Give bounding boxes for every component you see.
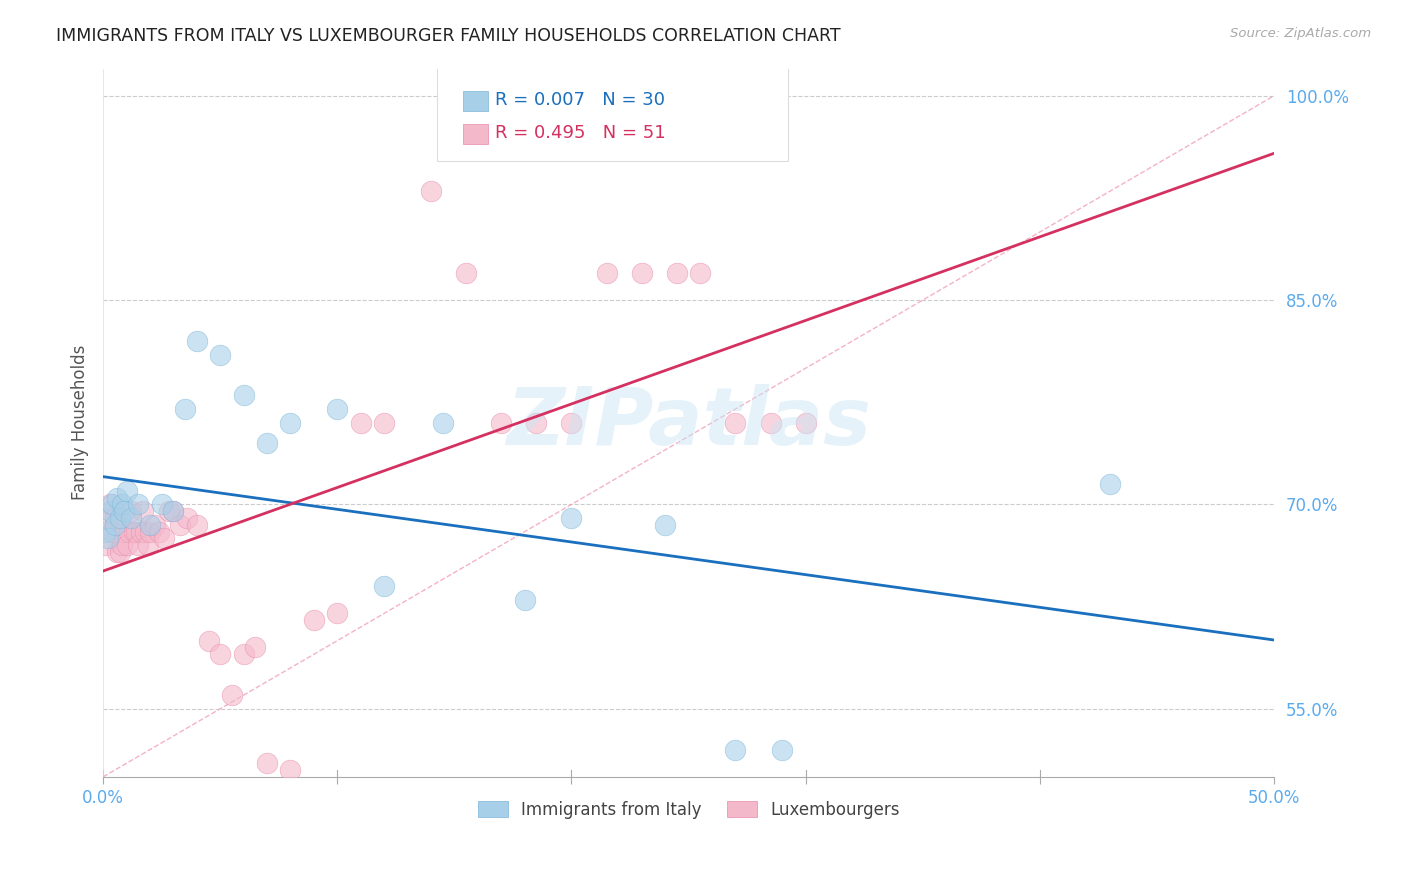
Point bbox=[794, 416, 817, 430]
Point bbox=[560, 511, 582, 525]
Point bbox=[174, 402, 197, 417]
Point bbox=[197, 633, 219, 648]
Point bbox=[127, 497, 149, 511]
Y-axis label: Family Households: Family Households bbox=[72, 345, 89, 500]
Point bbox=[513, 592, 536, 607]
Point bbox=[162, 504, 184, 518]
Point bbox=[186, 517, 208, 532]
Point bbox=[98, 504, 121, 518]
Point bbox=[432, 416, 454, 430]
Point bbox=[524, 416, 547, 430]
Point bbox=[101, 524, 124, 539]
Point bbox=[101, 497, 124, 511]
Point bbox=[232, 388, 254, 402]
Point bbox=[280, 763, 302, 777]
Point bbox=[104, 517, 127, 532]
Point bbox=[1099, 477, 1122, 491]
Point bbox=[209, 647, 232, 661]
Point bbox=[209, 348, 232, 362]
Point bbox=[148, 524, 170, 539]
Legend: Immigrants from Italy, Luxembourgers: Immigrants from Italy, Luxembourgers bbox=[471, 794, 905, 825]
Point bbox=[112, 524, 135, 539]
FancyBboxPatch shape bbox=[463, 91, 488, 111]
Point bbox=[97, 532, 120, 546]
Point bbox=[139, 524, 162, 539]
Point bbox=[665, 266, 688, 280]
Point bbox=[129, 524, 152, 539]
Point bbox=[157, 504, 180, 518]
Point bbox=[176, 511, 198, 525]
Point bbox=[105, 545, 128, 559]
Point bbox=[94, 524, 117, 539]
Point bbox=[759, 416, 782, 430]
Point bbox=[125, 524, 148, 539]
Point bbox=[724, 742, 747, 756]
Point bbox=[232, 647, 254, 661]
Point bbox=[162, 504, 184, 518]
Text: IMMIGRANTS FROM ITALY VS LUXEMBOURGER FAMILY HOUSEHOLDS CORRELATION CHART: IMMIGRANTS FROM ITALY VS LUXEMBOURGER FA… bbox=[56, 27, 841, 45]
Point bbox=[105, 491, 128, 505]
Point bbox=[373, 416, 395, 430]
Point bbox=[143, 517, 166, 532]
Point bbox=[108, 511, 131, 525]
Point bbox=[112, 504, 135, 518]
FancyBboxPatch shape bbox=[437, 65, 789, 161]
Point bbox=[326, 402, 349, 417]
Point bbox=[350, 416, 373, 430]
Point bbox=[120, 504, 142, 518]
Point bbox=[94, 538, 117, 552]
Point bbox=[724, 416, 747, 430]
Point bbox=[104, 511, 127, 525]
Text: R = 0.007   N = 30: R = 0.007 N = 30 bbox=[495, 91, 665, 109]
Point bbox=[111, 497, 134, 511]
Point bbox=[132, 504, 155, 518]
Point bbox=[134, 524, 156, 539]
Text: ZIPatlas: ZIPatlas bbox=[506, 384, 872, 462]
Point bbox=[98, 497, 121, 511]
Point bbox=[115, 538, 138, 552]
Point bbox=[256, 756, 278, 771]
Point bbox=[689, 266, 711, 280]
Point bbox=[150, 497, 173, 511]
Point bbox=[654, 517, 676, 532]
Point bbox=[770, 742, 793, 756]
Point bbox=[122, 524, 145, 539]
Point bbox=[489, 416, 512, 430]
Point bbox=[169, 517, 191, 532]
Point bbox=[108, 545, 131, 559]
Point bbox=[595, 266, 617, 280]
FancyBboxPatch shape bbox=[463, 125, 488, 145]
Point bbox=[115, 483, 138, 498]
Point bbox=[120, 511, 142, 525]
Point bbox=[136, 538, 159, 552]
Text: R = 0.495   N = 51: R = 0.495 N = 51 bbox=[495, 125, 666, 143]
Text: Source: ZipAtlas.com: Source: ZipAtlas.com bbox=[1230, 27, 1371, 40]
Point bbox=[139, 517, 162, 532]
Point bbox=[373, 579, 395, 593]
Point bbox=[630, 266, 652, 280]
Point bbox=[256, 436, 278, 450]
Point bbox=[560, 416, 582, 430]
Point bbox=[302, 613, 325, 627]
Point bbox=[456, 266, 478, 280]
Point bbox=[280, 416, 302, 430]
Point bbox=[186, 334, 208, 348]
Point bbox=[127, 538, 149, 552]
Point bbox=[245, 640, 267, 655]
Point bbox=[326, 607, 349, 621]
Point bbox=[420, 184, 443, 198]
Point bbox=[221, 688, 243, 702]
Point bbox=[97, 511, 120, 525]
Point bbox=[118, 524, 141, 539]
Point bbox=[153, 532, 176, 546]
Point bbox=[111, 538, 134, 552]
